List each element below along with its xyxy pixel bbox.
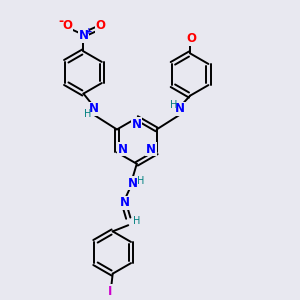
Text: N: N bbox=[120, 196, 130, 209]
Text: N: N bbox=[118, 142, 128, 156]
Text: O: O bbox=[63, 19, 73, 32]
Text: -: - bbox=[58, 15, 64, 28]
Text: O: O bbox=[187, 32, 197, 45]
Text: N: N bbox=[89, 102, 99, 116]
Text: +: + bbox=[85, 27, 93, 36]
Text: N: N bbox=[132, 118, 142, 131]
Text: N: N bbox=[175, 102, 185, 116]
Text: H: H bbox=[137, 176, 144, 186]
Text: N: N bbox=[146, 142, 156, 156]
Text: O: O bbox=[95, 19, 106, 32]
Text: I: I bbox=[108, 285, 112, 298]
Text: N: N bbox=[79, 29, 88, 42]
Text: H: H bbox=[84, 109, 91, 118]
Text: H: H bbox=[134, 216, 141, 226]
Text: H: H bbox=[170, 100, 177, 110]
Text: N: N bbox=[128, 177, 137, 190]
